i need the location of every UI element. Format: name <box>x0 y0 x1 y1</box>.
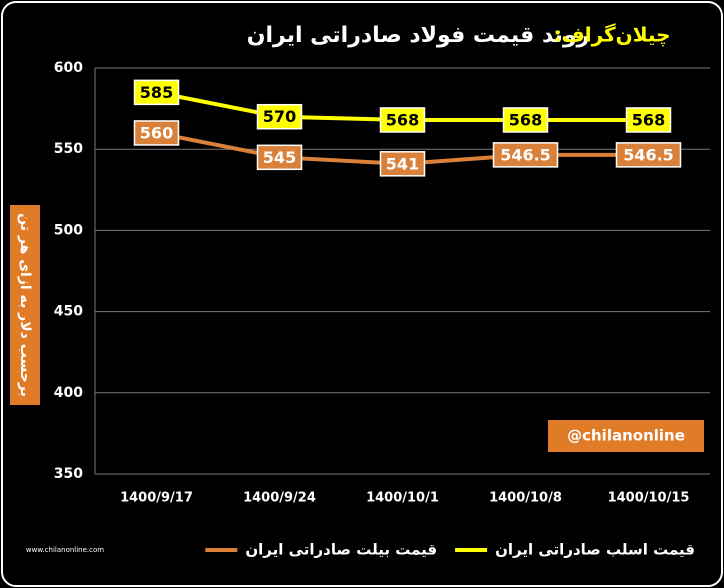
x-tick-label: 1400/9/24 <box>243 491 316 506</box>
value-label: 546.5 <box>500 145 551 164</box>
y-axis-label: برحسب دلار به ازای هر تن <box>17 213 33 397</box>
legend-label: قیمت اسلب صادراتی ایران <box>495 541 695 559</box>
legend-label: قیمت بیلت صادراتی ایران <box>245 541 437 559</box>
value-label-box <box>502 107 549 133</box>
value-label: 560 <box>140 123 173 142</box>
value-label-box <box>256 144 303 171</box>
brand: چیلان‌گراف: <box>554 23 671 48</box>
value-label: 568 <box>509 110 542 129</box>
value-label-box <box>379 107 426 133</box>
value-label: 568 <box>632 110 665 129</box>
y-label-box <box>10 205 40 405</box>
value-label: 545 <box>263 148 296 167</box>
website: www.chilanonline.com <box>26 546 104 554</box>
value-label: 585 <box>140 83 173 102</box>
value-label-box <box>256 103 303 130</box>
x-tick-label: 1400/10/15 <box>608 491 690 506</box>
value-label: 568 <box>386 110 419 129</box>
y-tick-label: 500 <box>54 222 83 238</box>
y-tick-label: 600 <box>54 60 83 76</box>
x-tick-label: 1400/10/8 <box>489 491 562 506</box>
chart-title: روند قیمت فولاد صادراتی ایران <box>247 23 590 48</box>
y-tick-label: 550 <box>54 141 83 157</box>
y-tick-label: 450 <box>54 304 83 320</box>
value-label-box <box>615 142 682 168</box>
annotation: @chilanonline <box>567 427 685 445</box>
x-tick-label: 1400/9/17 <box>120 491 193 506</box>
value-label: 546.5 <box>623 145 674 164</box>
value-label-box <box>625 107 672 133</box>
value-label-box <box>379 151 426 177</box>
value-label: 570 <box>263 107 296 126</box>
value-label-box <box>133 79 180 106</box>
y-tick-label: 350 <box>54 466 83 482</box>
value-label-box <box>133 120 180 146</box>
y-tick-label: 400 <box>54 385 83 401</box>
x-tick-label: 1400/10/1 <box>366 491 439 506</box>
annotation-box <box>548 420 704 452</box>
value-label-box <box>492 142 559 168</box>
value-label: 541 <box>386 154 419 173</box>
